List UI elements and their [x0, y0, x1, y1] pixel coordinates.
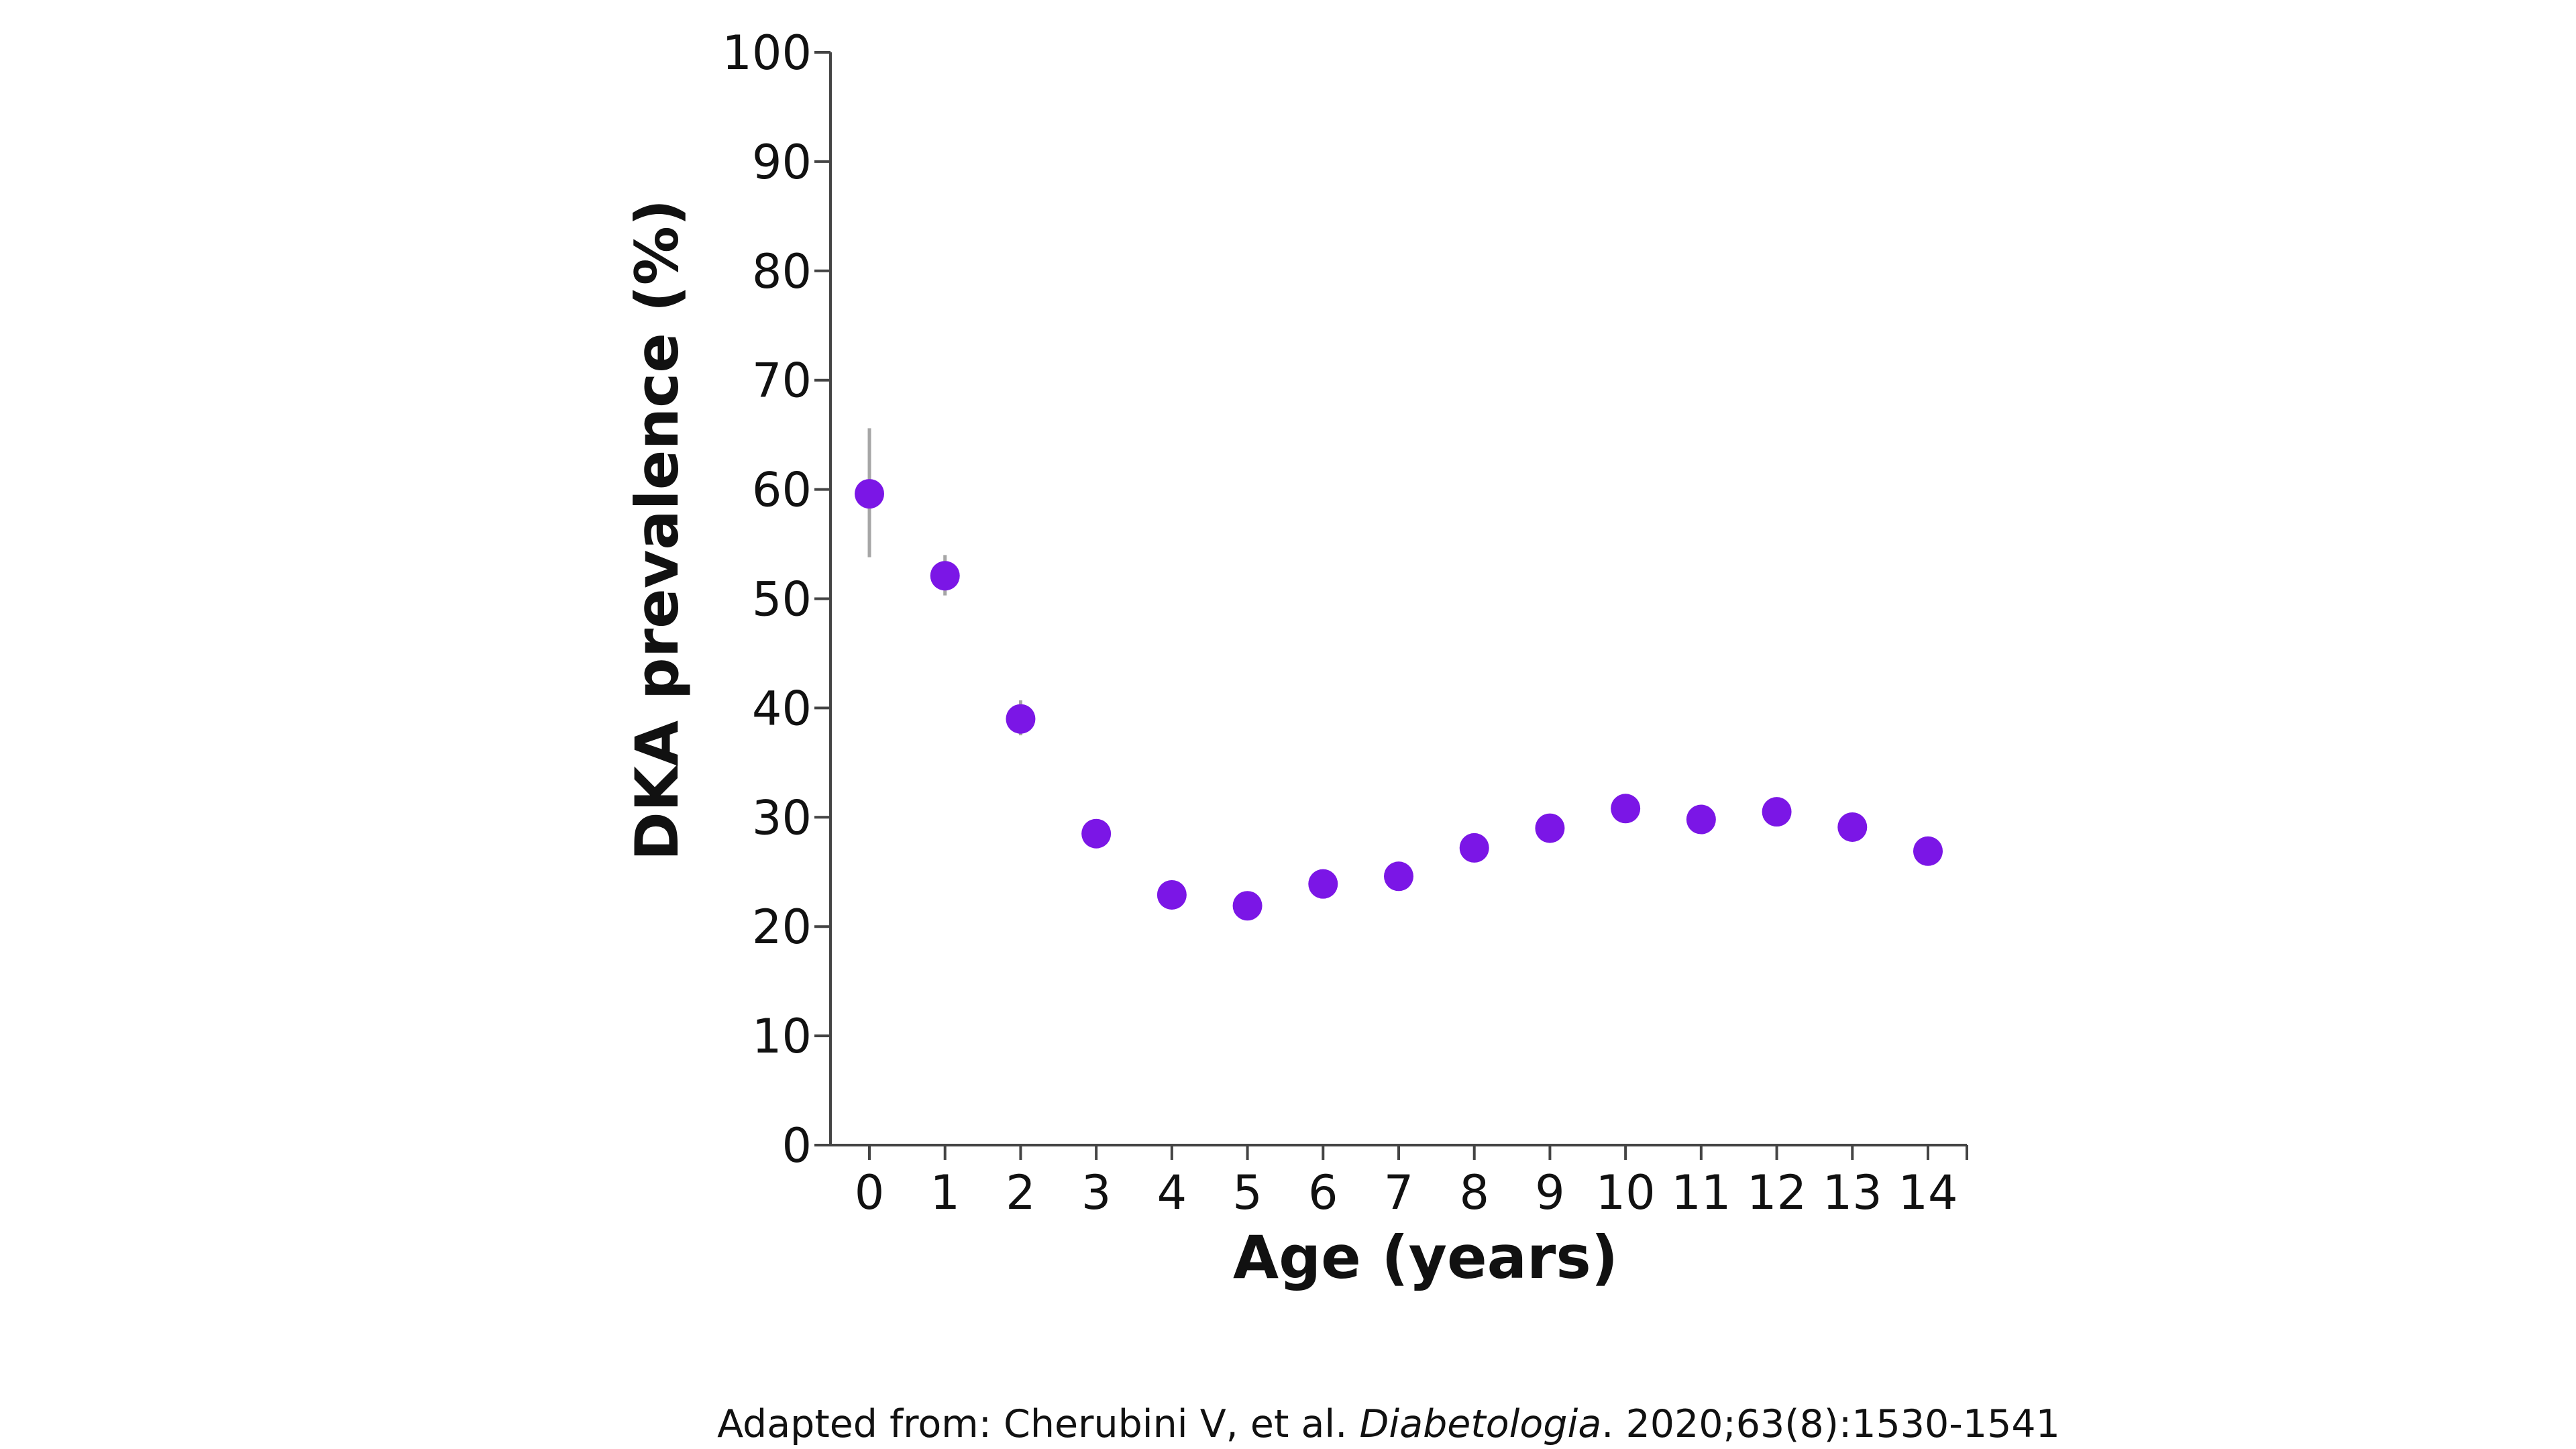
y-tick-label: 10 [752, 1009, 812, 1064]
data-point [1837, 812, 1868, 842]
data-point [1762, 797, 1792, 827]
x-tick-label: 9 [1535, 1165, 1565, 1220]
source-suffix: . 2020;63(8):1530-1541 [1601, 1402, 2060, 1446]
source-prefix: Adapted from: Cherubini V, et al. [717, 1402, 1360, 1446]
error-bars [867, 428, 1930, 915]
data-point [855, 479, 884, 509]
x-tick-label: 12 [1747, 1165, 1807, 1220]
y-tick-label: 0 [782, 1118, 812, 1173]
x-tick-label: 6 [1308, 1165, 1338, 1220]
y-axis-ticks: 0 10 20 30 40 50 60 70 80 90 100 [722, 25, 830, 1173]
x-tick-label: 8 [1459, 1165, 1489, 1220]
data-point [1686, 804, 1716, 835]
y-axis-title: DKA prevalence (%) [623, 199, 692, 861]
data-point [1006, 704, 1036, 734]
x-tick-label: 11 [1671, 1165, 1731, 1220]
data-point [1611, 794, 1641, 824]
source-citation: Adapted from: Cherubini V, et al. Diabet… [0, 1405, 2576, 1444]
y-tick-label: 50 [752, 572, 812, 627]
data-points [855, 479, 1943, 921]
data-point [1384, 861, 1413, 892]
source-journal: Diabetologia [1359, 1402, 1602, 1446]
data-point [1308, 869, 1338, 899]
data-point [1535, 813, 1565, 843]
x-tick-label: 2 [1006, 1165, 1036, 1220]
x-tick-label: 4 [1157, 1165, 1187, 1220]
y-tick-label: 80 [752, 244, 812, 299]
x-tick-label: 5 [1232, 1165, 1263, 1220]
x-tick-label: 0 [855, 1165, 885, 1220]
y-tick-label: 90 [752, 135, 812, 190]
y-tick-label: 40 [752, 681, 812, 736]
y-tick-label: 20 [752, 900, 812, 955]
y-tick-label: 60 [752, 463, 812, 518]
x-axis-title: Age (years) [1233, 1223, 1618, 1292]
x-tick-label: 14 [1898, 1165, 1957, 1220]
y-tick-label: 30 [752, 790, 812, 845]
data-point [1081, 818, 1112, 849]
y-tick-label: 100 [722, 25, 812, 80]
x-tick-label: 3 [1081, 1165, 1112, 1220]
y-tick-label: 70 [752, 354, 812, 409]
x-tick-label: 1 [930, 1165, 960, 1220]
data-point [1232, 891, 1263, 921]
x-axis-ticks: 0 1 2 3 4 5 6 7 8 9 10 11 12 13 14 [855, 1145, 1968, 1220]
x-tick-label: 10 [1596, 1165, 1656, 1220]
data-point [1913, 836, 1943, 866]
data-point [1157, 879, 1187, 910]
data-point [930, 561, 960, 591]
x-tick-label: 7 [1384, 1165, 1414, 1220]
data-point [1459, 833, 1489, 863]
x-tick-label: 13 [1823, 1165, 1882, 1220]
